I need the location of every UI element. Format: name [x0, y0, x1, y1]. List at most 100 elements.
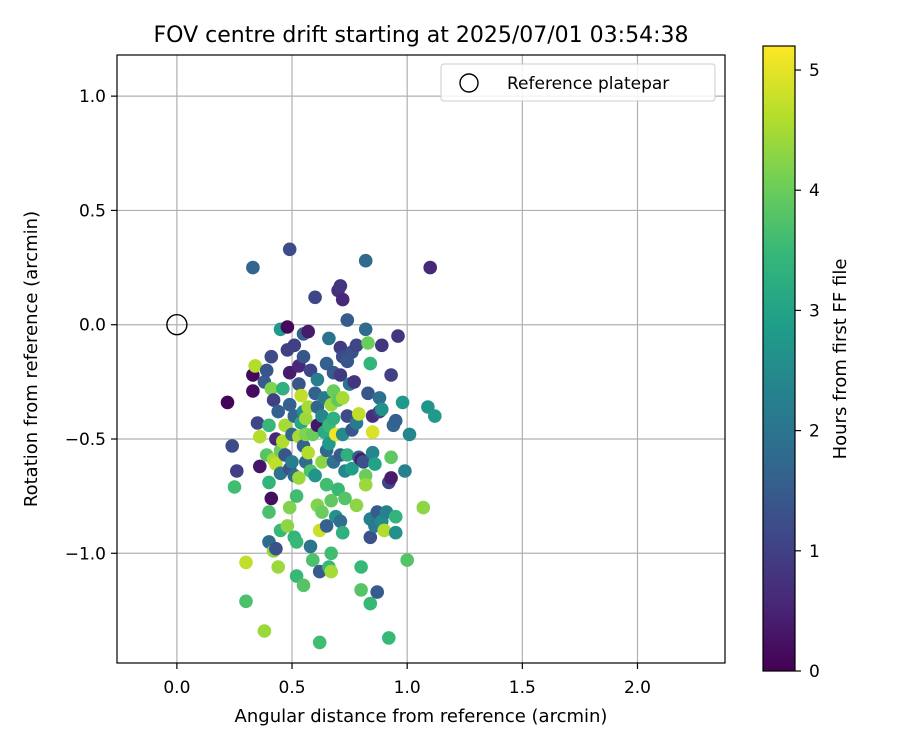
data-point [319, 519, 334, 533]
data-point [358, 477, 373, 492]
data-point [322, 331, 336, 346]
data-point [335, 391, 350, 405]
y-tick-label: 0.0 [79, 316, 106, 336]
data-point [252, 429, 267, 444]
data-point [326, 411, 341, 426]
data-point [269, 541, 283, 556]
data-point [400, 553, 415, 567]
data-point [402, 427, 417, 442]
data-point [280, 320, 295, 334]
data-point [282, 397, 297, 412]
data-point [333, 279, 348, 293]
data-point [356, 455, 371, 469]
data-point [324, 546, 339, 561]
data-point [246, 384, 260, 398]
data-point [324, 564, 339, 579]
data-point [361, 336, 375, 350]
data-point [335, 525, 350, 540]
reference-marker-layer [166, 314, 188, 336]
data-point [308, 290, 322, 305]
data-point [416, 500, 431, 515]
data-point [287, 338, 302, 353]
data-point [358, 253, 373, 268]
x-tick-label: 1.0 [394, 678, 421, 698]
colorbar-tick-label: 2 [809, 422, 820, 442]
colorbar-tick-label: 4 [809, 181, 820, 201]
data-point [384, 471, 398, 485]
data-point [271, 560, 286, 574]
data-point [365, 445, 380, 460]
legend: Reference platepar [440, 63, 716, 102]
data-point [388, 525, 403, 540]
data-point [292, 471, 306, 485]
data-point [338, 491, 352, 506]
data-point [375, 338, 389, 353]
data-point [333, 368, 348, 382]
data-point [266, 393, 281, 407]
data-point [354, 583, 368, 597]
data-point [423, 260, 438, 275]
data-point [301, 324, 316, 339]
data-point [262, 505, 276, 519]
legend-box [440, 63, 716, 102]
data-point [264, 349, 279, 364]
data-point [428, 409, 442, 423]
data-point [289, 489, 304, 503]
data-point [308, 468, 322, 483]
data-point [250, 416, 265, 430]
reference-platepar-marker [166, 314, 188, 336]
data-point [239, 594, 253, 609]
data-point [388, 509, 403, 524]
data-point [299, 411, 313, 426]
x-tick-label: 2.0 [624, 678, 651, 698]
data-point [363, 356, 378, 371]
data-point [388, 413, 403, 428]
data-point [358, 322, 373, 337]
data-point [271, 404, 286, 419]
data-point [264, 381, 279, 396]
data-point [345, 461, 359, 476]
data-point [312, 635, 327, 650]
colorbar-tick-label: 5 [809, 61, 820, 81]
data-point [276, 381, 290, 396]
data-point [246, 260, 260, 275]
data-point [377, 523, 392, 538]
y-tick-label: −0.5 [65, 430, 106, 450]
data-point [264, 491, 279, 506]
data-point [363, 530, 378, 545]
data-point [262, 418, 276, 433]
x-axis-ticks: 0.0 0.5 1.0 1.5 2.0 [163, 663, 651, 698]
data-point [310, 372, 325, 387]
data-point [384, 450, 398, 465]
data-point [282, 242, 297, 257]
data-point [375, 402, 389, 417]
data-point [257, 624, 272, 638]
data-point [365, 425, 380, 439]
y-tick-label: −1.0 [65, 544, 106, 564]
data-point [248, 359, 262, 373]
data-point [333, 514, 348, 529]
data-point [324, 493, 339, 508]
data-point [285, 455, 299, 469]
data-point [230, 464, 244, 478]
data-point [384, 368, 398, 382]
colorbar-gradient [762, 45, 796, 672]
data-point [239, 555, 253, 570]
y-tick-label: 1.0 [79, 87, 106, 107]
data-point [315, 455, 329, 469]
data-point [282, 500, 297, 515]
plot-frame [116, 54, 726, 664]
colorbar-tick-label: 0 [809, 662, 820, 682]
data-point [306, 553, 320, 567]
data-point [347, 375, 362, 389]
data-point [391, 329, 405, 343]
data-point [262, 475, 276, 490]
x-axis-label: Angular distance from reference (arcmin) [235, 706, 608, 727]
colorbar-tick-label: 1 [809, 542, 820, 562]
data-point [294, 388, 309, 403]
data-point [315, 505, 329, 519]
data-point [301, 445, 316, 460]
x-tick-label: 0.5 [279, 678, 306, 698]
legend-label: Reference platepar [507, 74, 669, 94]
